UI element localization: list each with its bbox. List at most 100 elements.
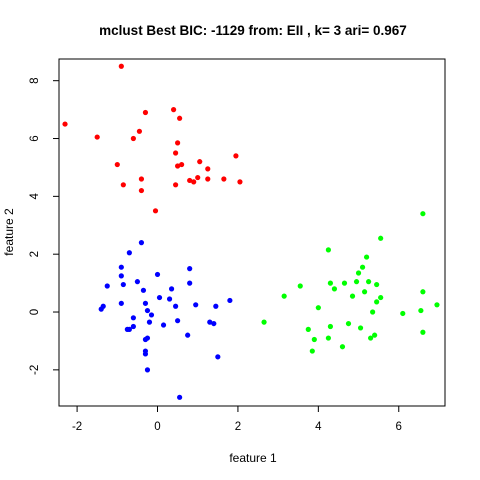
data-point xyxy=(195,174,201,181)
data-point xyxy=(193,302,199,308)
data-point xyxy=(345,320,352,327)
data-point xyxy=(173,182,179,188)
data-point xyxy=(177,115,183,121)
data-point xyxy=(349,293,356,299)
x-tick-label: 2 xyxy=(235,421,241,433)
data-point xyxy=(227,297,233,304)
y-tick-label: 0 xyxy=(29,309,41,315)
data-point xyxy=(148,312,155,318)
data-point xyxy=(120,281,126,288)
data-point xyxy=(138,240,145,246)
data-point xyxy=(175,318,181,324)
data-point xyxy=(361,289,368,295)
data-point xyxy=(100,303,106,309)
data-point xyxy=(378,235,384,241)
data-points xyxy=(62,63,440,400)
data-point xyxy=(175,140,181,146)
data-point xyxy=(309,348,315,354)
y-tick-label: -2 xyxy=(29,365,41,375)
data-point xyxy=(281,293,287,299)
data-point xyxy=(363,254,370,260)
data-point xyxy=(305,326,311,332)
data-point xyxy=(370,309,376,315)
data-point xyxy=(191,179,197,185)
data-point xyxy=(118,300,124,306)
data-point xyxy=(156,294,163,301)
data-point xyxy=(142,300,149,306)
data-point xyxy=(138,187,145,194)
data-point xyxy=(136,128,143,134)
data-point xyxy=(400,310,406,317)
x-tick-label: -2 xyxy=(72,421,82,433)
data-point xyxy=(114,161,120,168)
data-point xyxy=(118,63,124,69)
data-point xyxy=(197,159,203,165)
data-point xyxy=(355,270,362,276)
data-point xyxy=(173,303,179,309)
chart-title: mclust Best BIC: -1129 from: EII , k= 3 … xyxy=(99,23,407,38)
data-point xyxy=(130,315,136,321)
data-point xyxy=(418,307,424,314)
y-tick-label: 6 xyxy=(29,135,41,141)
data-point xyxy=(325,247,331,253)
data-point xyxy=(372,332,378,338)
data-point xyxy=(166,296,173,302)
data-point xyxy=(233,153,239,159)
data-point xyxy=(142,351,149,357)
data-point xyxy=(420,329,426,335)
data-point xyxy=(146,319,153,325)
data-point xyxy=(118,264,124,270)
data-point xyxy=(118,273,124,279)
data-point xyxy=(357,325,364,331)
cluster-1-points xyxy=(62,63,243,214)
data-point xyxy=(104,283,110,289)
data-point xyxy=(175,163,181,169)
data-point xyxy=(120,182,126,188)
x-axis-label: feature 1 xyxy=(229,451,277,465)
data-point xyxy=(126,250,132,256)
data-point xyxy=(138,176,145,182)
data-point xyxy=(366,279,372,285)
data-point xyxy=(341,280,348,286)
data-point xyxy=(420,211,426,217)
data-point xyxy=(152,208,159,214)
data-point xyxy=(261,319,267,325)
data-point xyxy=(378,294,384,301)
data-point xyxy=(237,179,243,185)
data-point xyxy=(434,302,440,308)
data-point xyxy=(327,280,334,286)
y-tick-label: 8 xyxy=(29,77,41,83)
data-point xyxy=(374,299,380,305)
cluster-3-points xyxy=(261,211,440,354)
data-point xyxy=(205,166,211,172)
data-point xyxy=(205,176,211,182)
data-point xyxy=(213,303,219,309)
data-point xyxy=(311,336,317,343)
data-point xyxy=(144,335,151,341)
x-tick-label: 4 xyxy=(315,421,322,433)
data-point xyxy=(187,280,193,286)
y-tick-label: 2 xyxy=(29,251,41,257)
data-point xyxy=(331,286,338,292)
data-point xyxy=(187,266,193,272)
x-axis: -2 0 2 4 6 xyxy=(72,405,402,433)
data-point xyxy=(374,281,380,288)
data-point xyxy=(179,161,185,168)
plot-frame xyxy=(58,58,446,407)
y-axis-label: feature 2 xyxy=(2,208,16,256)
data-point xyxy=(160,322,167,328)
data-point xyxy=(221,176,227,182)
data-point xyxy=(94,134,100,140)
data-point xyxy=(207,319,213,325)
x-tick-label: 6 xyxy=(396,421,402,433)
data-point xyxy=(144,367,151,373)
data-point xyxy=(315,305,321,311)
data-point xyxy=(130,135,136,142)
data-point xyxy=(130,323,136,330)
data-point xyxy=(187,177,193,184)
x-tick-label: 0 xyxy=(154,421,160,433)
data-point xyxy=(140,287,147,293)
data-point xyxy=(173,150,179,156)
data-point xyxy=(211,320,217,327)
